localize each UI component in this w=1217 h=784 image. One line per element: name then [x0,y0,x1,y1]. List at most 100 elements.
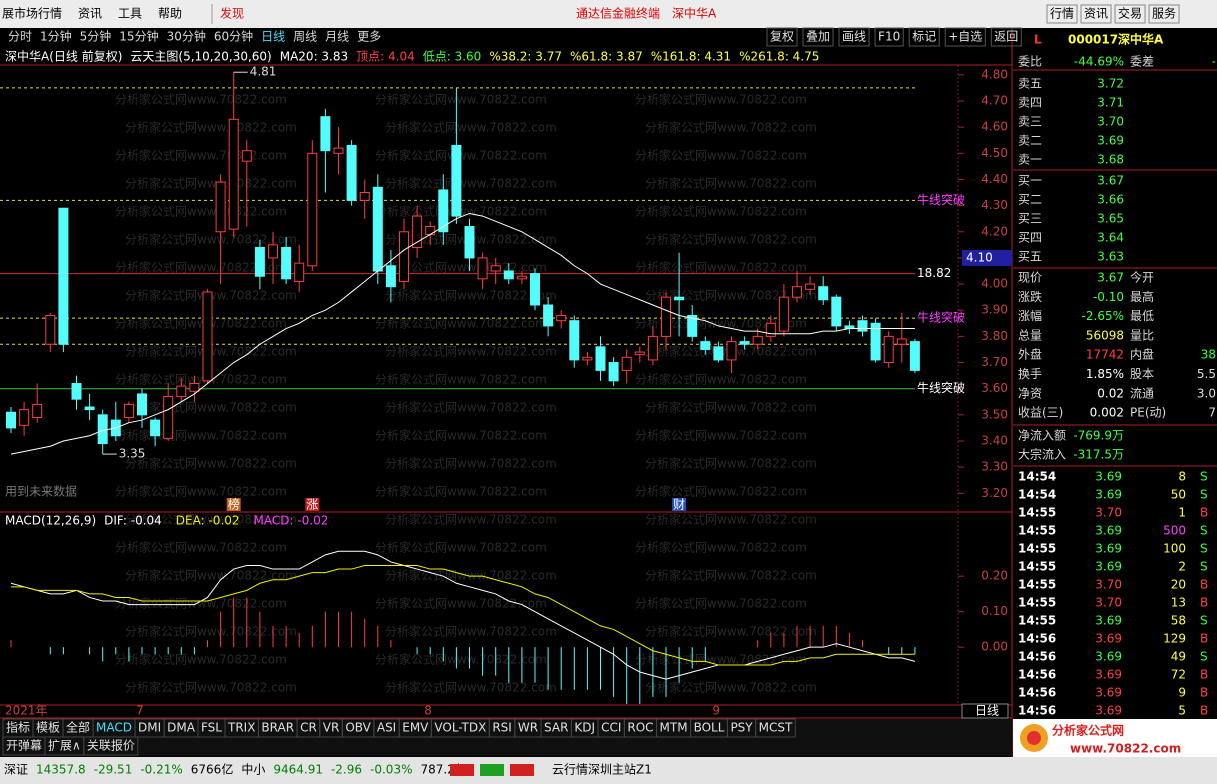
watermark: 分析家公式网www.70822.com [635,596,807,611]
action[interactable]: +自选 [948,30,982,44]
period[interactable]: 60分钟 [214,29,253,44]
tab2[interactable]: 开弹幕 [6,739,42,753]
quote-label: 委比 [1018,55,1042,69]
menu-button[interactable]: 服务 [1152,6,1176,21]
action[interactable]: 叠加 [806,30,830,44]
menu-button[interactable]: 资讯 [1084,7,1108,21]
info: 顶点: 4.04 [356,50,415,64]
candle-body [595,346,606,371]
tab[interactable]: EMV [402,721,429,735]
quote-value: 5.5 [1197,367,1216,381]
status-item: 14357.8 [36,763,86,777]
tab[interactable]: TRIX [227,721,255,735]
tab[interactable]: DMI [138,721,161,735]
candle-body [385,265,396,288]
action[interactable]: F10 [878,30,900,44]
candle-body [399,231,409,282]
menu-button[interactable]: 行情 [1050,7,1074,21]
candle-body [333,147,344,154]
tab[interactable]: VR [323,721,340,735]
tab[interactable]: 模板 [36,721,60,735]
quote-label: 现价 [1018,271,1042,285]
action[interactable]: 复权 [770,30,794,44]
tab[interactable]: BRAR [261,721,294,735]
menu-button[interactable]: 交易 [1118,6,1142,21]
tab[interactable]: 指标 [6,720,30,735]
tab2[interactable]: 扩展∧ [48,739,81,753]
tab[interactable]: FSL [201,721,222,735]
info: %161.8: 4.31 [651,50,731,64]
action[interactable]: 标记 [912,30,936,44]
watermark: 分析家公式网www.70822.com [385,624,557,639]
period[interactable]: 30分钟 [167,29,206,44]
y-tick-label: 0.20 [981,569,1008,583]
tab[interactable]: MTM [660,721,688,735]
status-item: 9464.91 [273,763,323,777]
menu-item[interactable]: 展市场行情 [2,6,62,21]
candle-body [661,296,671,337]
tick-time: 14:55 [1018,560,1056,574]
y-tick-label: 4.70 [981,94,1008,108]
discover[interactable]: 发现 [220,6,244,21]
action[interactable]: 返回 [994,30,1018,44]
candle-body [202,291,213,382]
period[interactable]: 周线 [293,30,317,44]
quote-label: 量比 [1130,328,1154,342]
tick-volume: 58 [1171,614,1186,628]
tab[interactable]: ASI [377,721,396,735]
code: 000017 [1068,33,1118,47]
tab[interactable]: VOL-TDX [434,721,486,735]
tab[interactable]: CR [300,721,317,735]
candle-body [477,257,488,280]
tab[interactable]: SAR [544,721,568,735]
logo-icon [1027,731,1041,745]
tab[interactable]: MACD [96,721,132,735]
period[interactable]: 15分钟 [119,29,158,44]
tab[interactable]: RSI [492,721,512,735]
info: %61.8: 3.87 [570,50,643,64]
period[interactable]: 更多 [357,30,381,44]
period[interactable]: 月线 [325,30,349,44]
tab2[interactable]: 关联报价 [87,738,135,753]
tab[interactable]: CCI [601,721,621,735]
period[interactable]: 分时 [8,30,32,44]
tick-volume: 5 [1178,704,1186,718]
tab[interactable]: PSY [730,721,753,735]
period[interactable]: 日线 [261,30,285,44]
menu-item[interactable]: 帮助 [158,7,182,21]
tab[interactable]: DMA [167,721,196,735]
watermark: 分析家公式网www.70822.com [125,120,297,135]
period[interactable]: 5分钟 [80,29,112,44]
quote-label: 买一 [1018,174,1042,188]
ma-line [10,212,915,455]
watermark: 分析家公式网www.70822.com [375,316,547,331]
tab[interactable]: KDJ [574,721,595,735]
quote-label: 涨幅 [1018,308,1042,323]
tab[interactable]: 全部 [66,720,90,735]
quote-panel: L 000017 深中华A 委比 -44.69% 委差 - 卖五 3.72 卖四 3.71 卖三 3.7… [1013,29,1217,757]
period[interactable]: 1分钟 [40,29,72,44]
menu-item[interactable]: 工具 [118,7,142,21]
watermark: 分析家公式网www.70822.com [375,428,547,443]
name: 深中华A [1118,32,1164,47]
candle-body [189,382,200,392]
tab[interactable]: ROC [627,721,653,735]
y-tick-label: 0.00 [981,640,1008,654]
watermark: 分析家公式网www.70822.com [115,652,287,667]
watermark: 分析家公式网www.70822.com [645,512,817,527]
candle-body [674,296,685,301]
watermark: 分析家公式网www.70822.com [635,372,807,387]
y-tick-label: 4.40 [981,172,1008,186]
watermark: 分析家公式网www.70822.com [375,540,547,555]
action[interactable]: 画线 [842,30,866,44]
tick-time: 14:55 [1018,524,1056,538]
status-item: 深证 [4,763,28,777]
tab[interactable]: WR [518,721,538,735]
tab[interactable]: BOLL [694,721,725,735]
tick-price: 3.69 [1095,542,1122,556]
tab[interactable]: MCST [759,721,793,735]
tick-side: S [1200,470,1208,484]
action-box [802,27,834,47]
tab[interactable]: OBV [345,721,371,735]
menu-item[interactable]: 资讯 [78,7,102,21]
